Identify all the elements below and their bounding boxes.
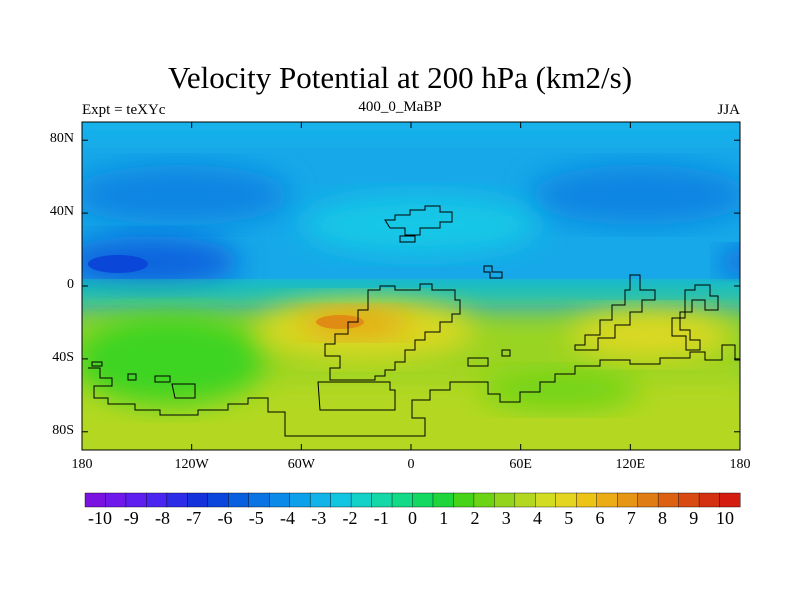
colorbar-swatch: [269, 492, 291, 508]
colorbar-label: -7: [186, 508, 202, 528]
y-tick-label: 0: [67, 277, 74, 292]
colorbar-swatch: [166, 492, 188, 508]
colorbar-swatch: [330, 492, 352, 508]
colorbar-swatch: [514, 492, 536, 508]
colorbar-label: 5: [564, 508, 574, 528]
colorbar-label: 0: [408, 508, 417, 528]
continent-outlines: [88, 205, 740, 450]
colorbar-swatch: [555, 492, 577, 508]
colorbar: [84, 492, 741, 508]
colorbar-swatch: [657, 492, 680, 508]
colorbar-swatch: [391, 492, 413, 508]
colorbar-swatch: [125, 492, 147, 508]
colorbar-swatch: [719, 492, 741, 508]
y-tick-marks: [82, 139, 740, 433]
y-tick-label: 80N: [49, 131, 74, 147]
colorbar-swatch: [637, 492, 659, 508]
colorbar-swatch: [616, 492, 639, 508]
colorbar-label: -3: [311, 508, 327, 528]
colorbar-label: 7: [626, 508, 636, 528]
colorbar-label: 4: [533, 508, 542, 528]
colorbar-label: 3: [501, 508, 511, 528]
x-tick-label: 0: [407, 457, 415, 472]
colorbar-label: -4: [280, 508, 295, 528]
colorbar-swatch: [187, 492, 209, 508]
x-tick-label: 120E: [615, 457, 646, 472]
colorbar-swatch: [228, 492, 250, 508]
colorbar-label: 9: [689, 508, 699, 528]
colorbar-swatch: [371, 492, 393, 508]
colorbar-label: 6: [595, 508, 605, 528]
season-label: JJA: [717, 102, 740, 118]
colorbar-swatch: [412, 492, 434, 508]
y-tick-label: 40S: [52, 349, 74, 365]
colorbar-label: -6: [217, 508, 233, 528]
colorbar-label: 2: [470, 508, 480, 528]
x-tick-label: 60W: [287, 457, 315, 472]
colorbar-swatch: [84, 492, 106, 508]
colorbar-swatch: [105, 492, 127, 508]
colorbar-label: 1: [439, 508, 449, 528]
period-label: 400_0_MaBP: [358, 99, 442, 115]
experiment-label: Expt = teXYc: [82, 102, 166, 118]
x-tick-label: 60E: [509, 457, 532, 472]
x-tick-marks: [81, 122, 741, 450]
colorbar-label: -1: [373, 508, 389, 528]
colorbar-swatch: [453, 492, 475, 508]
y-tick-label: 80S: [52, 422, 74, 438]
colorbar-swatch: [309, 492, 332, 508]
colorbar-label: -10: [88, 508, 112, 528]
colorbar-swatch: [350, 492, 373, 508]
colorbar-swatch: [473, 492, 495, 508]
colorbar-swatch: [576, 492, 598, 508]
colorbar-label: -9: [123, 508, 139, 528]
colorbar-swatch: [248, 492, 270, 508]
x-tick-label: 180: [71, 457, 93, 472]
colorbar-swatch: [698, 492, 721, 508]
colorbar-swatch: [678, 492, 700, 508]
colorbar-swatch: [289, 492, 311, 508]
colorbar-label: -5: [248, 508, 264, 528]
colorbar-label: 10: [716, 508, 734, 528]
colorbar-label: -2: [342, 508, 358, 528]
colorbar-label: 8: [658, 508, 667, 528]
y-tick-label: 40N: [49, 204, 74, 220]
colorbar-swatch: [494, 492, 516, 508]
colorbar-swatch: [146, 492, 168, 508]
x-tick-label: 120W: [174, 457, 209, 472]
colorbar-swatch: [596, 492, 618, 508]
x-tick-label: 180: [729, 457, 751, 472]
colorbar-swatch: [207, 492, 229, 508]
colorbar-swatch: [535, 492, 557, 508]
velocity-potential-field: [82, 122, 740, 450]
colorbar-swatch: [432, 492, 454, 508]
map-title: Velocity Potential at 200 hPa (km2/s): [167, 60, 633, 95]
colorbar-label: -8: [155, 508, 170, 528]
